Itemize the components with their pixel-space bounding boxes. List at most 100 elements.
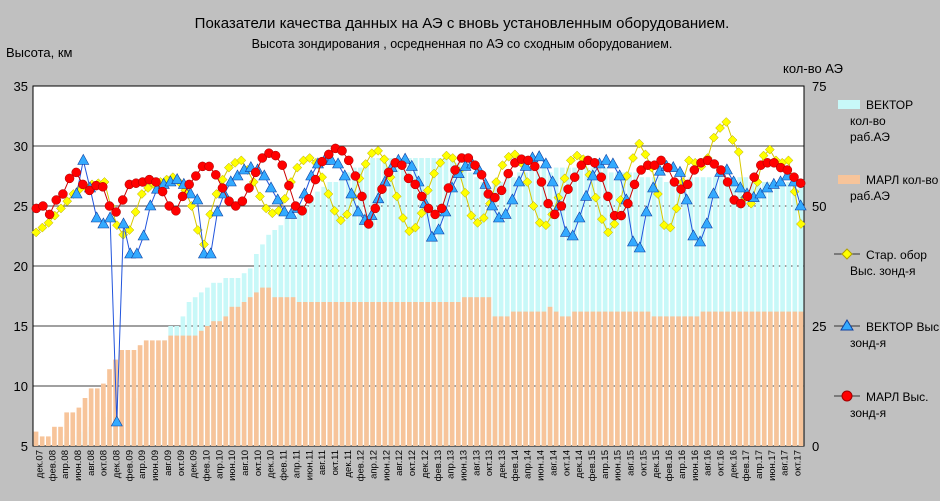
marl-bar: [749, 311, 755, 446]
vector-point: [633, 241, 646, 253]
x-tick-label: дек.10: [266, 450, 277, 478]
vector-point: [499, 207, 512, 219]
marl-point: [337, 146, 347, 156]
marl-point: [782, 165, 793, 175]
stary-obor-point: [733, 147, 744, 157]
stary-obor-point: [653, 189, 663, 199]
series-lines: [31, 117, 807, 427]
vector-bar: [676, 182, 681, 446]
marl-point: [237, 196, 248, 206]
marl-bar: [535, 311, 541, 446]
vector-point: [774, 175, 787, 187]
marl-point: [569, 172, 580, 182]
stary-obor-point: [491, 177, 502, 187]
legend-label: раб.АЭ: [850, 189, 890, 203]
marl-point: [51, 195, 62, 205]
stary-obor-point: [143, 183, 153, 193]
vector-bar: [706, 177, 712, 446]
marl-bar: [541, 311, 547, 446]
legend-label: раб.АЭ: [850, 130, 890, 144]
vector-bar: [633, 172, 639, 446]
marl-point: [257, 153, 268, 163]
vector-point: [372, 192, 385, 204]
vector-bar: [743, 177, 749, 446]
x-tick-label: апр.14: [523, 450, 534, 479]
y2-axis-ticks: 0 25 50 75: [812, 79, 826, 454]
marl-bar: [633, 311, 639, 446]
marl-point: [58, 189, 68, 199]
vector-point: [425, 230, 438, 242]
marl-bar: [621, 311, 626, 446]
marl-bar: [88, 388, 94, 446]
vector-bar: [498, 182, 504, 446]
marl-bar: [370, 302, 375, 446]
marl-point: [304, 194, 314, 204]
vector-point: [640, 205, 653, 217]
x-tick-label: дек.13: [497, 450, 508, 478]
marl-bar: [137, 345, 143, 446]
vector-point: [271, 193, 284, 205]
legend-label: ВЕКТОР Выс.: [866, 320, 940, 334]
vector-bar: [731, 177, 736, 446]
x-tick-label: апр.09: [137, 450, 148, 479]
vector-point: [486, 199, 499, 211]
marl-bar: [498, 316, 504, 446]
x-tick-label: апр.13: [446, 450, 457, 479]
marl-bar: [523, 311, 528, 446]
stary-obor-point: [522, 177, 533, 187]
marl-bar: [64, 412, 69, 446]
marl-point: [536, 177, 547, 187]
marl-point: [556, 201, 567, 211]
marl-bar: [174, 335, 180, 446]
marl-point: [789, 172, 799, 182]
marl-bar: [406, 302, 412, 446]
marl-bar: [517, 311, 522, 446]
marl-point: [716, 165, 726, 175]
x-tick-label: окт.17: [793, 450, 804, 476]
x-tick-label: фев.15: [587, 450, 598, 481]
stary-obor-point: [640, 149, 651, 160]
marl-bar: [290, 297, 296, 446]
vector-point: [694, 235, 707, 247]
chart-subtitle: Высота зондирования , осредненная по АЭ …: [252, 37, 673, 51]
marl-point: [596, 172, 607, 182]
vector-bar: [615, 172, 620, 446]
marl-bar: [596, 311, 602, 446]
marl-point: [689, 165, 700, 175]
stary-obor-point: [224, 162, 234, 173]
stary-obor-point: [429, 168, 439, 179]
marl-point: [38, 201, 48, 211]
marl-bar: [284, 297, 290, 446]
legend-label: Стар. обор: [866, 248, 927, 262]
marl-point: [377, 184, 387, 194]
marl-bar: [615, 311, 620, 446]
marl-bar: [388, 302, 394, 446]
marl-bar: [670, 316, 675, 446]
stary-obor-point: [323, 189, 334, 199]
vector-bar: [492, 182, 498, 446]
stary-obor-point: [379, 154, 390, 165]
marl-bar: [58, 426, 63, 446]
vector-bar: [608, 172, 614, 446]
marl-bar: [755, 311, 761, 446]
x-tick-label: июн.17: [767, 450, 778, 481]
x-tick-label: апр.10: [214, 450, 225, 479]
x-tick-label: фев.09: [124, 450, 135, 481]
x-tick-label: июн.13: [459, 450, 470, 481]
marl-bar: [70, 412, 76, 446]
stary-obor-point: [422, 185, 433, 196]
legend-label: кол-во: [850, 114, 886, 128]
marl-point: [603, 191, 613, 202]
marl-bar: [584, 311, 590, 446]
stary-obor-point: [435, 157, 446, 168]
marl-point: [749, 172, 759, 182]
x-tick-label: окт.14: [561, 450, 572, 476]
marl-bar: [162, 340, 167, 446]
legend-label: зонд-я: [850, 336, 886, 350]
stary-obor-point: [329, 205, 340, 216]
x-tick-label: дек.12: [420, 450, 431, 478]
marl-bar: [309, 302, 314, 446]
marl-point: [324, 149, 334, 160]
marl-point: [410, 179, 420, 190]
marl-bar: [651, 316, 657, 446]
